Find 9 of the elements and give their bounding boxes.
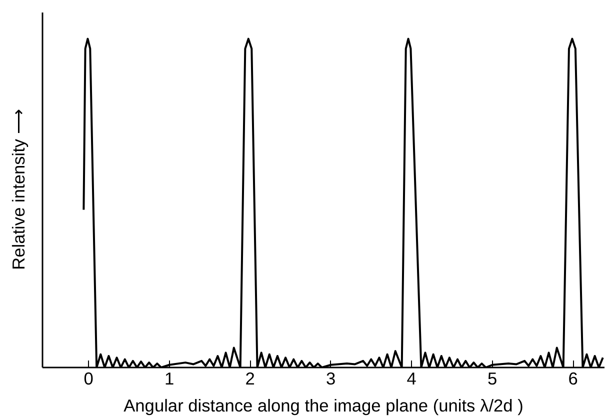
x-tick-label: 3 [326, 368, 336, 388]
x-tick-label: 5 [487, 368, 498, 388]
x-axis-title: Angular distance along the image plane (units λ/2d ) [124, 396, 524, 416]
y-axis-title: Relative intensity ⟶ [8, 110, 28, 270]
x-tick-label: 1 [164, 368, 174, 388]
x-tick-label: 6 [568, 368, 578, 388]
x-tick-label: 4 [406, 368, 417, 388]
x-tick-label: 2 [245, 368, 255, 388]
x-tick-label: 0 [84, 368, 94, 388]
